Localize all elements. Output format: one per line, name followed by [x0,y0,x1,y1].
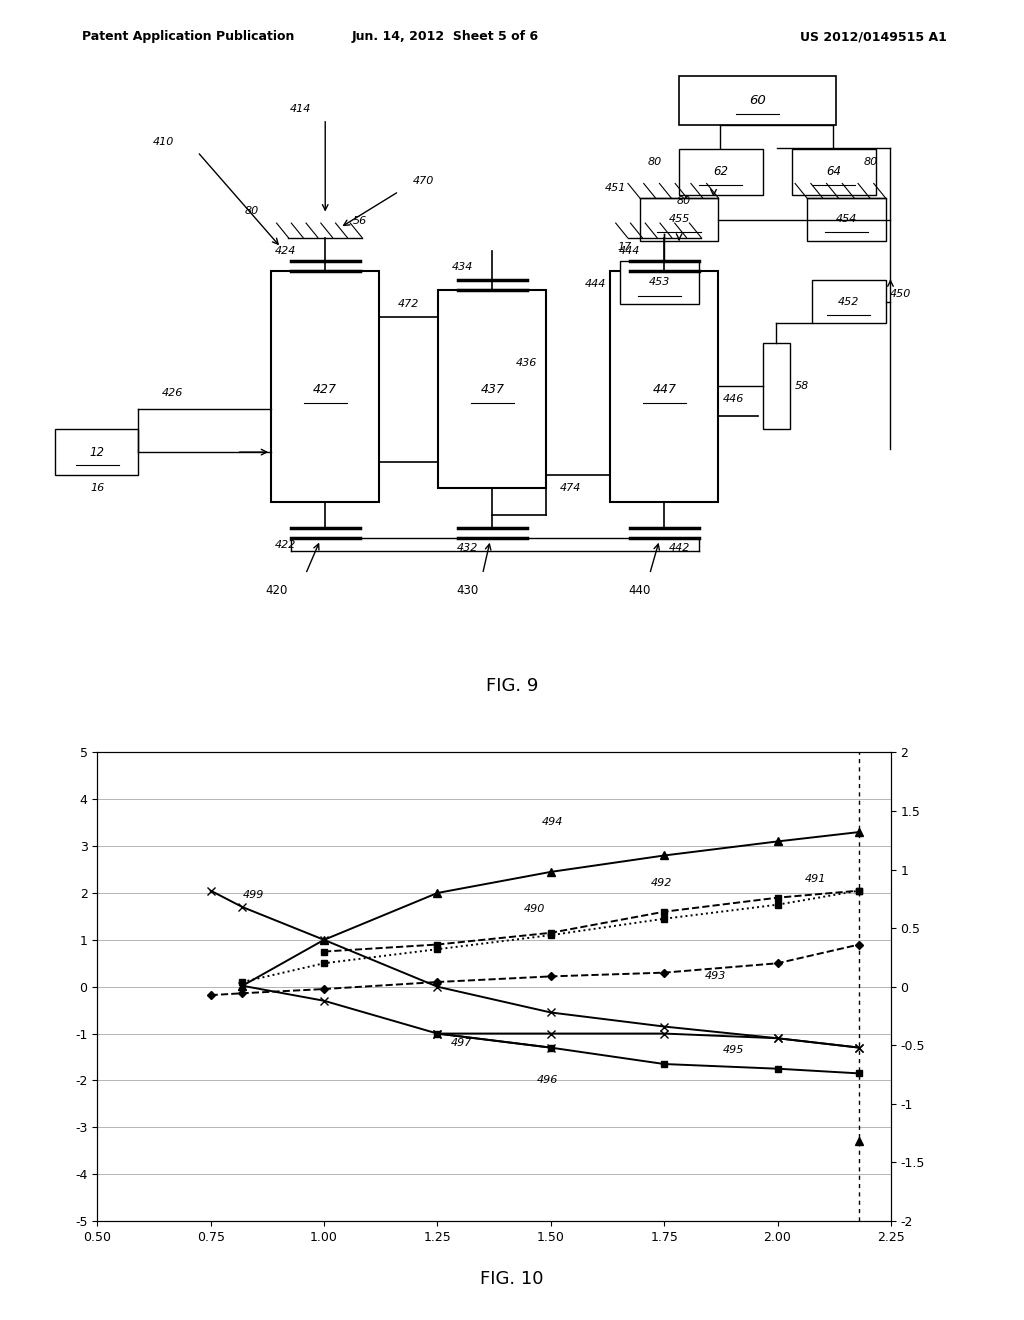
Text: 492: 492 [650,878,672,888]
Text: Jun. 14, 2012  Sheet 5 of 6: Jun. 14, 2012 Sheet 5 of 6 [352,30,539,44]
Text: 440: 440 [629,585,651,597]
Text: 493: 493 [705,972,726,981]
Text: 444: 444 [620,246,641,256]
Text: 497: 497 [451,1038,472,1048]
FancyBboxPatch shape [621,260,698,304]
Text: 414: 414 [290,104,311,114]
Text: 427: 427 [313,383,337,396]
Text: 450: 450 [890,289,911,298]
Text: 62: 62 [713,165,728,178]
Text: 472: 472 [398,298,420,309]
Text: 442: 442 [669,543,690,553]
Text: 58: 58 [795,381,809,391]
Text: 454: 454 [836,214,857,224]
FancyBboxPatch shape [812,281,886,323]
Text: 447: 447 [652,383,677,396]
Text: US 2012/0149515 A1: US 2012/0149515 A1 [801,30,947,44]
Text: 16: 16 [90,483,104,494]
Text: 420: 420 [265,585,288,597]
Text: 495: 495 [723,1044,744,1055]
FancyBboxPatch shape [610,271,719,502]
FancyBboxPatch shape [679,149,763,194]
Text: 455: 455 [669,214,690,224]
Text: 430: 430 [457,585,479,597]
Text: 474: 474 [560,483,582,494]
Text: FIG. 10: FIG. 10 [480,1270,544,1288]
Text: 437: 437 [480,383,505,396]
Text: 410: 410 [153,137,174,147]
Text: 64: 64 [826,165,841,178]
FancyBboxPatch shape [793,149,876,194]
Text: 80: 80 [863,157,878,166]
Text: 436: 436 [516,358,538,368]
FancyBboxPatch shape [271,271,379,502]
Text: 452: 452 [838,297,859,308]
FancyBboxPatch shape [438,290,547,488]
Text: FIG. 9: FIG. 9 [485,677,539,696]
Text: 453: 453 [649,277,670,288]
Text: 432: 432 [457,543,478,553]
Text: 451: 451 [604,183,626,193]
Text: 496: 496 [538,1074,558,1085]
Text: 490: 490 [523,904,545,913]
FancyBboxPatch shape [55,429,138,475]
Text: 80: 80 [647,157,662,166]
Text: 434: 434 [453,263,473,272]
Text: 422: 422 [275,540,297,549]
Text: 56: 56 [352,216,367,226]
FancyBboxPatch shape [763,343,791,429]
Text: 494: 494 [542,817,563,828]
Text: 80: 80 [677,197,691,206]
Text: 12: 12 [90,446,104,458]
Text: 499: 499 [243,890,264,900]
Text: 17: 17 [617,243,632,252]
Text: 444: 444 [585,279,606,289]
FancyBboxPatch shape [807,198,886,240]
FancyBboxPatch shape [679,77,837,125]
Text: 446: 446 [723,395,743,404]
Text: 470: 470 [413,177,434,186]
FancyBboxPatch shape [640,198,719,240]
Text: Patent Application Publication: Patent Application Publication [82,30,294,44]
Text: 491: 491 [805,874,826,883]
Text: 424: 424 [275,246,297,256]
Text: 426: 426 [162,388,183,397]
Text: 60: 60 [750,94,766,107]
Text: 80: 80 [245,206,259,216]
